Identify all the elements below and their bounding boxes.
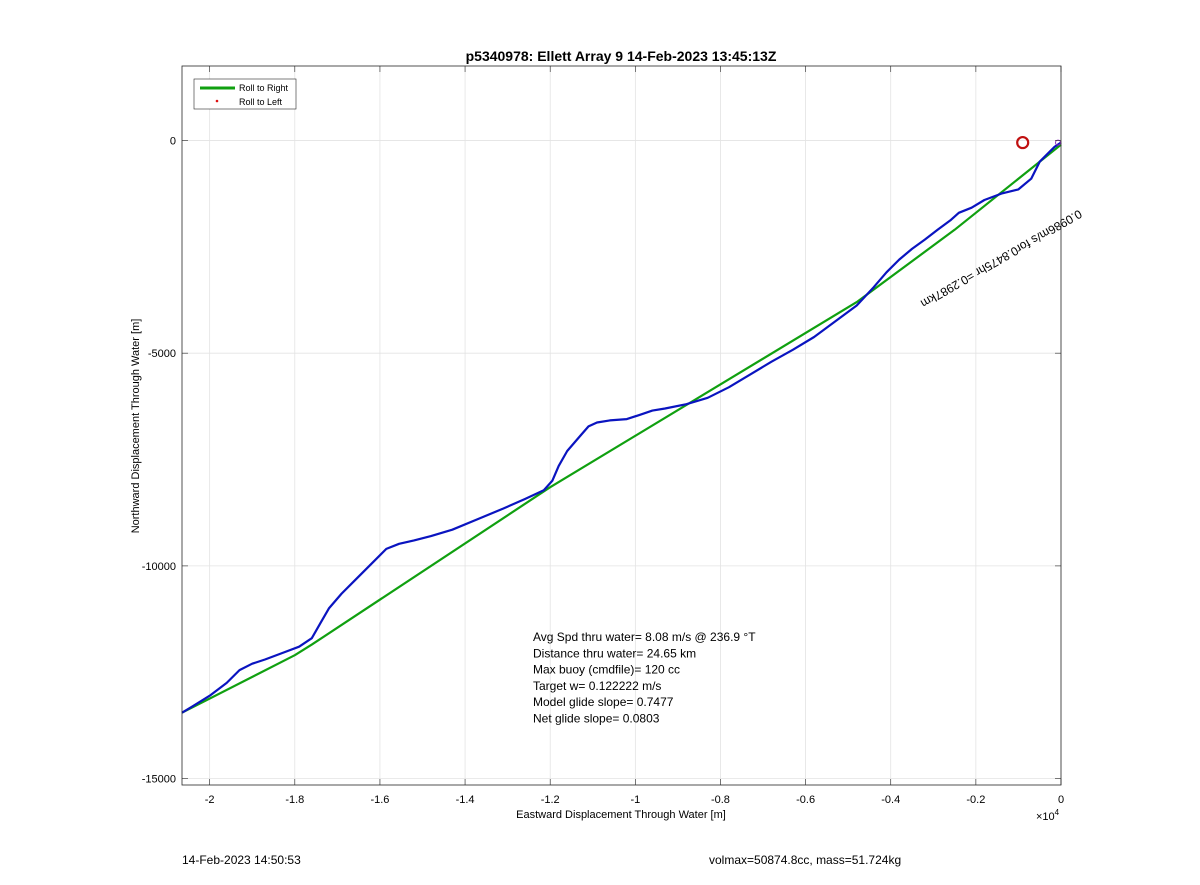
stats-line: Net glide slope= 0.0803 — [533, 712, 660, 726]
roll-right-line — [181, 143, 1062, 714]
stats-line: Model glide slope= 0.7477 — [533, 695, 674, 709]
x-tick-label: -1.2 — [541, 794, 560, 806]
plot-area — [182, 66, 1061, 785]
legend-roll-left-label: Roll to Left — [239, 97, 283, 107]
x-tick-label: -1.6 — [370, 794, 389, 806]
x-exponent-label: ×104 — [1036, 808, 1060, 823]
y-tick-label: -5000 — [148, 348, 176, 360]
legend-box — [193, 78, 297, 110]
y-tick-label: -15000 — [142, 774, 176, 786]
end-marker — [1055, 139, 1061, 146]
stats-annotation: Avg Spd thru water= 8.08 m/s @ 236.9 °T D… — [533, 630, 756, 726]
stats-line: Max buoy (cmdfile)= 120 cc — [533, 663, 680, 677]
y-tick-label: -10000 — [142, 561, 176, 573]
glider-track-line — [181, 141, 1062, 714]
x-exponent-power: 4 — [1055, 808, 1060, 817]
start-marker — [1016, 135, 1030, 150]
legend-roll-right-label: Roll to Right — [239, 83, 289, 93]
ticks: -2 -1.8 -1.6 -1.4 -1.2 -1 -0.8 -0.6 -0.4 -0.2 0 -15… — [142, 66, 1064, 806]
stats-line: Distance thru water= 24.65 km — [533, 646, 696, 660]
footer-vol-mass: volmax=50874.8cc, mass=51.724kg — [709, 853, 902, 867]
x-tick-label: -0.4 — [881, 794, 900, 806]
x-tick-label: -2 — [205, 794, 215, 806]
y-axis-label: Northward Displacement Through Water [m] — [130, 319, 142, 534]
y-tick-label: 0 — [170, 135, 176, 147]
x-tick-label: -0.2 — [966, 794, 985, 806]
plot-frame — [181, 65, 1062, 786]
x-tick-label: 0 — [1058, 794, 1064, 806]
footer-timestamp: 14-Feb-2023 14:50:53 — [182, 853, 301, 867]
x-tick-label: -0.6 — [796, 794, 815, 806]
x-axis-label: Eastward Displacement Through Water [m] — [516, 809, 726, 821]
x-tick-label: -1 — [630, 794, 640, 806]
legend-roll-left-marker — [215, 99, 219, 103]
x-exponent-base: ×10 — [1036, 811, 1055, 823]
x-tick-label: -1.8 — [285, 794, 304, 806]
x-tick-label: -0.8 — [711, 794, 730, 806]
stats-line: Target w= 0.122222 m/s — [533, 679, 661, 693]
stats-line: Avg Spd thru water= 8.08 m/s @ 236.9 °T — [533, 630, 756, 644]
x-tick-label: -1.4 — [456, 794, 475, 806]
chart-title: p5340978: Ellett Array 9 14-Feb-2023 13:… — [466, 48, 777, 64]
legend: Roll to Right Roll to Left — [193, 78, 297, 110]
